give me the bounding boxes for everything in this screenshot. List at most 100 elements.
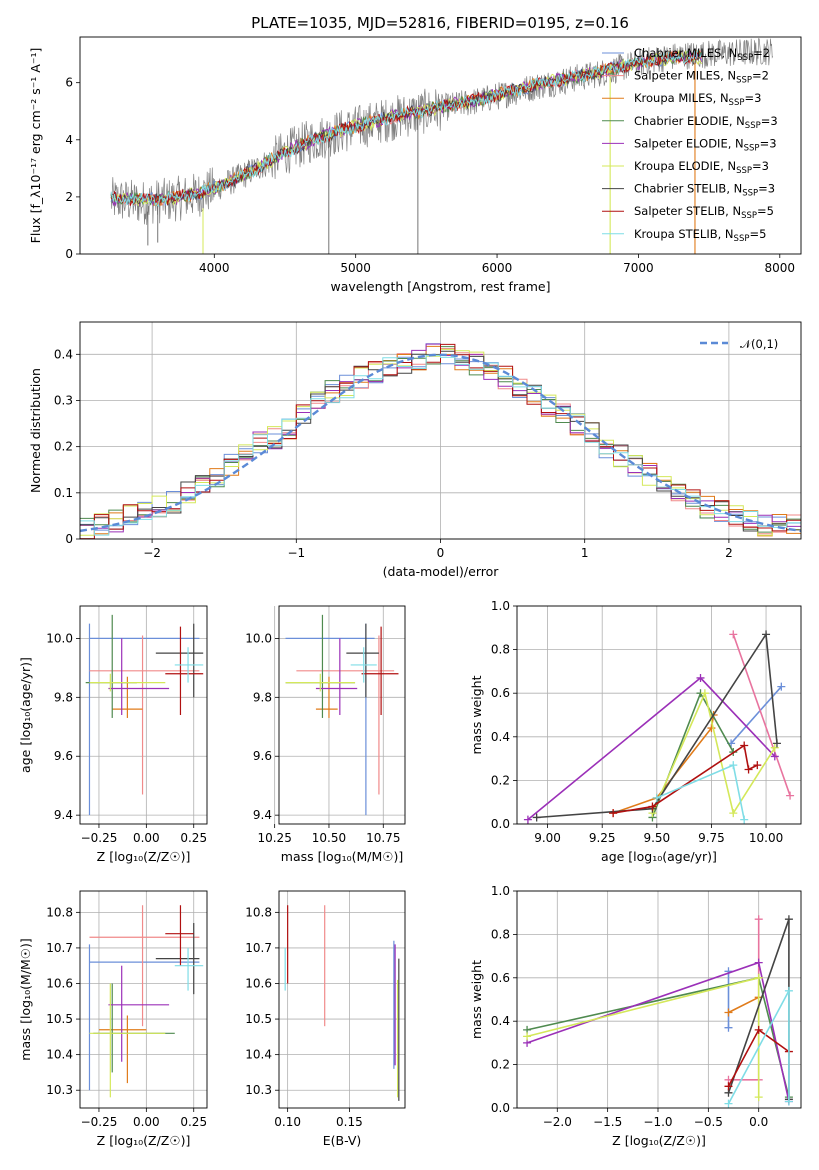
weight-line-kroupa-miles [728, 996, 760, 1014]
y-tick-label: 0.4 [491, 1014, 510, 1028]
point-chabrier-stelib [155, 923, 200, 995]
weight-marker [784, 915, 793, 924]
y-tick-label: 10.6 [46, 976, 73, 990]
weight-line-chabrier-stelib [536, 631, 778, 819]
x-axis-label: Z [log₁₀(Z/Z☉)] [97, 849, 191, 864]
weight-line-kroupa-elodie [651, 690, 776, 816]
weight-marker [772, 739, 781, 748]
gridlines [279, 891, 405, 1108]
plot-marks [80, 343, 801, 539]
x-tick-label: 9.00 [534, 831, 561, 845]
y-tick-label: 10.4 [46, 1048, 73, 1062]
legend-entry: Chabrier ELODIE, NSSP=3 [634, 114, 778, 131]
x-tick-label: 10.50 [312, 831, 346, 845]
y-tick-label: 10.3 [46, 1083, 73, 1097]
weight-marker [754, 1025, 763, 1034]
weight-marker [754, 1093, 763, 1102]
x-tick-label: 0.00 [133, 831, 160, 845]
normal-curve [80, 353, 801, 533]
x-tick-label: 0.15 [336, 1115, 363, 1129]
x-axis-label: Z [log₁₀(Z/Z☉)] [612, 1133, 706, 1148]
point-chabrier-miles [285, 623, 375, 816]
y-tick-label: 10.0 [245, 631, 272, 645]
legend-label: Salpeter STELIB, N [634, 204, 741, 218]
point-salpeter-elodie [108, 965, 170, 1062]
plot-marks [523, 630, 795, 824]
x-tick-label: 10.75 [366, 831, 400, 845]
observed-spectrum [110, 37, 774, 225]
y-tick-label: 10.0 [46, 631, 73, 645]
weight-marker [762, 630, 771, 639]
weight-marker [707, 724, 716, 733]
weight-marker [744, 765, 753, 774]
x-tick-label: 8000 [765, 261, 796, 275]
weight-marker [724, 1023, 733, 1032]
axes-frame [79, 605, 208, 825]
weight-marker [786, 791, 795, 800]
y-tick-label: 0 [65, 247, 73, 261]
y-tick-label: 10.5 [245, 1012, 272, 1026]
axes: 9.00 9.25 9.50 9.75 10.00 0.0 0.2 0.4 0.6 0.8 1.0 a… [469, 599, 802, 864]
x-tick-label: −1 [287, 546, 305, 560]
weight-marker [777, 682, 786, 691]
weight-marker [753, 761, 762, 770]
x-tick-label: 9.75 [698, 831, 725, 845]
hist-salpeter-stelib [80, 343, 801, 539]
y-tick-label: 0.2 [491, 773, 510, 787]
point-chabrier-miles [88, 944, 200, 1091]
x-axis-label: mass [log₁₀(M/M☉)] [281, 849, 403, 864]
legend-subscript: SSP [742, 189, 758, 199]
weight-marker [729, 809, 738, 818]
axes: −0.25 0.00 0.25 9.4 9.6 9.8 10.0 Z [log₁₀(Z/Z☉)… [18, 605, 208, 864]
y-tick-label: 4 [65, 133, 73, 147]
panel-weight-vs-Z: −2.0 −1.5 −1.0 −0.5 0.0 0.0 0.2 0.4 0.6 0.8 1.0 Z [… [469, 884, 802, 1148]
axes: 0.10 0.15 10.3 10.4 10.5 10.6 10.7 10.8 E(B-V) [245, 890, 406, 1148]
weight-marker [523, 1032, 532, 1041]
x-axis-label: Z [log₁₀(Z/Z☉)] [97, 1133, 191, 1148]
weight-line-kroupa-elodie [526, 976, 760, 1098]
legend-label: Chabrier ELODIE, N [634, 114, 745, 128]
axes-frame [79, 890, 208, 1109]
x-tick-label: −1.5 [593, 1115, 622, 1129]
x-tick-label: 7000 [623, 261, 654, 275]
y-tick-label: 9.6 [54, 749, 73, 763]
legend-entry: Chabrier STELIB, NSSP=3 [634, 182, 775, 199]
axes: 4000 5000 6000 7000 8000 0 2 4 6 wavelength [Angs… [28, 36, 802, 294]
y-tick-label: 0.0 [491, 817, 510, 831]
x-tick-label: 5000 [340, 261, 371, 275]
y-tick-label: 6 [65, 76, 73, 90]
y-tick-label: 10.3 [245, 1083, 272, 1097]
y-axis-label: Flux [f_λ10⁻¹⁷ erg cm⁻² s⁻¹ A⁻¹] [28, 48, 43, 244]
legend-label: Kroupa STELIB, N [634, 227, 734, 241]
y-tick-label: 0.2 [491, 1058, 510, 1072]
gridlines [517, 605, 801, 825]
y-tick-label: 0.0 [491, 1101, 510, 1115]
legend-subscript: SSP [736, 166, 752, 176]
legend-suffix: =3 [758, 182, 775, 196]
model-kroupa-stelib [110, 49, 702, 207]
weight-marker [532, 813, 541, 822]
weight-marker [648, 802, 657, 811]
x-tick-label: −0.25 [81, 831, 118, 845]
point-kroupa-miles [98, 1015, 147, 1084]
x-tick-label: −2.0 [543, 1115, 572, 1129]
y-tick-label: 0.8 [491, 643, 510, 657]
x-tick-label: 2 [725, 546, 733, 560]
point-kroupa-stelib [174, 647, 204, 683]
y-tick-label: 0.2 [54, 440, 73, 454]
y-tick-label: 10.7 [245, 941, 272, 955]
point-salpeter-stelib [165, 626, 204, 715]
weight-marker [784, 1097, 793, 1106]
weight-marker [609, 809, 618, 818]
y-axis-label: mass weight [469, 960, 484, 1039]
x-tick-label: −2 [143, 546, 161, 560]
weight-marker [523, 815, 532, 824]
legend-subscript: SSP [736, 76, 752, 86]
legend-label: Kroupa MILES, N [634, 91, 729, 105]
x-axis-label: (data-model)/error [383, 564, 500, 579]
point-kroupa-stelib [174, 947, 204, 991]
legend-entry: Salpeter STELIB, NSSP=5 [634, 204, 774, 221]
legend-entry: Salpeter MILES, NSSP=2 [634, 69, 769, 86]
weight-marker [754, 973, 763, 982]
weight-marker [724, 1008, 733, 1017]
